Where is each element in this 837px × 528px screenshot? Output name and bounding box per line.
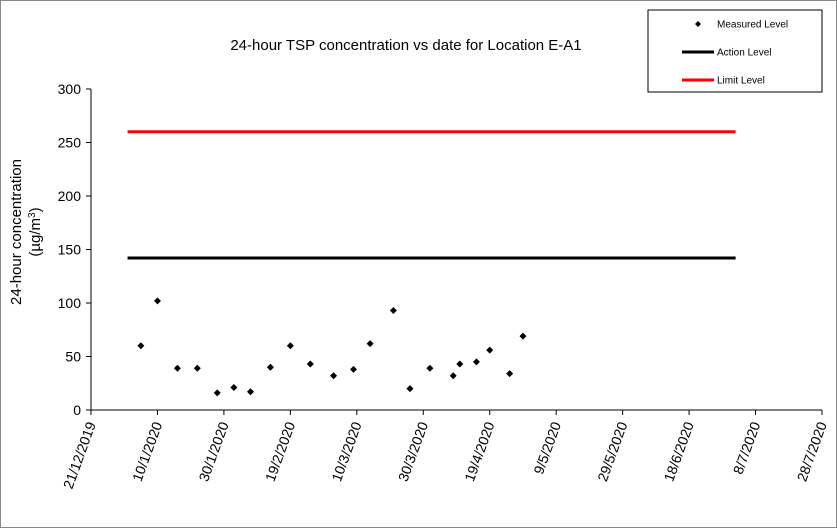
y-axis-title-line2: (µg/m3) xyxy=(27,207,44,256)
measured-level-point xyxy=(449,372,457,380)
y-axis-unit-suffix: ) xyxy=(27,207,44,212)
measured-level-point xyxy=(266,363,274,371)
x-ticks: 21/12/2019 10/1/2020 30/1/2020 19/2/2020 10/… xyxy=(60,410,830,491)
measured-level-point xyxy=(213,389,221,397)
x-tick-label: 30/3/2020 xyxy=(395,419,431,483)
x-tick-label: 19/4/2020 xyxy=(461,419,497,483)
measured-level-point xyxy=(506,370,514,378)
series-points xyxy=(137,297,527,397)
legend-swatch-measured-level xyxy=(695,21,701,27)
measured-level-point xyxy=(286,342,294,350)
x-tick-label: 19/2/2020 xyxy=(262,419,298,483)
x-tick-label: 28/7/2020 xyxy=(793,419,829,483)
measured-level-point xyxy=(230,384,238,392)
legend-box xyxy=(647,9,823,93)
y-ticks: 0 50 100 150 200 250 300 xyxy=(58,81,91,418)
measured-level-point xyxy=(486,346,494,354)
legend-label-action-level: Action Level xyxy=(717,48,771,59)
measured-level-point xyxy=(306,360,314,368)
measured-level-point xyxy=(153,297,161,305)
legend-label-measured-level: Measured Level xyxy=(717,20,788,31)
y-axis-title-line1: 24-hour concentration xyxy=(8,159,25,305)
x-tick-label: 9/5/2020 xyxy=(530,419,564,476)
chart-title: 24-hour TSP concentration vs date for Lo… xyxy=(230,37,581,54)
x-tick-label: 29/5/2020 xyxy=(594,419,630,483)
legend-items: Measured Level Action Level Limit Level xyxy=(682,20,788,87)
y-tick-label: 200 xyxy=(58,188,82,204)
legend-label-limit-level: Limit Level xyxy=(717,76,765,87)
axes xyxy=(90,89,822,411)
measured-level-point xyxy=(137,342,145,350)
x-tick-label: 18/6/2020 xyxy=(661,419,697,483)
measured-level-point xyxy=(349,365,357,373)
measured-level-point xyxy=(472,358,480,366)
y-tick-label: 150 xyxy=(58,242,82,258)
series-lines xyxy=(127,130,736,260)
measured-level-point xyxy=(389,306,397,314)
measured-level-point xyxy=(519,332,527,340)
y-tick-label: 250 xyxy=(58,135,82,151)
measured-level-point xyxy=(456,360,464,368)
x-tick-label: 10/3/2020 xyxy=(328,419,364,483)
measured-level-point xyxy=(406,385,414,393)
measured-level-point xyxy=(246,388,254,396)
x-tick-label: 21/12/2019 xyxy=(60,419,99,491)
legend: Measured Level Action Level Limit Level xyxy=(647,9,823,93)
x-tick-label: 10/1/2020 xyxy=(129,419,165,483)
x-tick-label: 8/7/2020 xyxy=(730,419,764,476)
y-tick-label: 0 xyxy=(73,402,81,418)
measured-level-point xyxy=(426,364,434,372)
y-axis-unit-prefix: (µg/m xyxy=(27,218,44,257)
y-axis-unit-superscript: 3 xyxy=(27,212,38,218)
measured-level-point xyxy=(193,364,201,372)
x-tick-label: 30/1/2020 xyxy=(195,419,231,483)
y-axis-title: 24-hour concentration (µg/m3) xyxy=(8,159,44,305)
measured-level-point xyxy=(330,372,338,380)
y-tick-label: 300 xyxy=(58,81,82,97)
y-tick-label: 100 xyxy=(58,295,82,311)
y-tick-label: 50 xyxy=(65,349,81,365)
measured-level-point xyxy=(366,340,374,348)
measured-level-point xyxy=(173,364,181,372)
